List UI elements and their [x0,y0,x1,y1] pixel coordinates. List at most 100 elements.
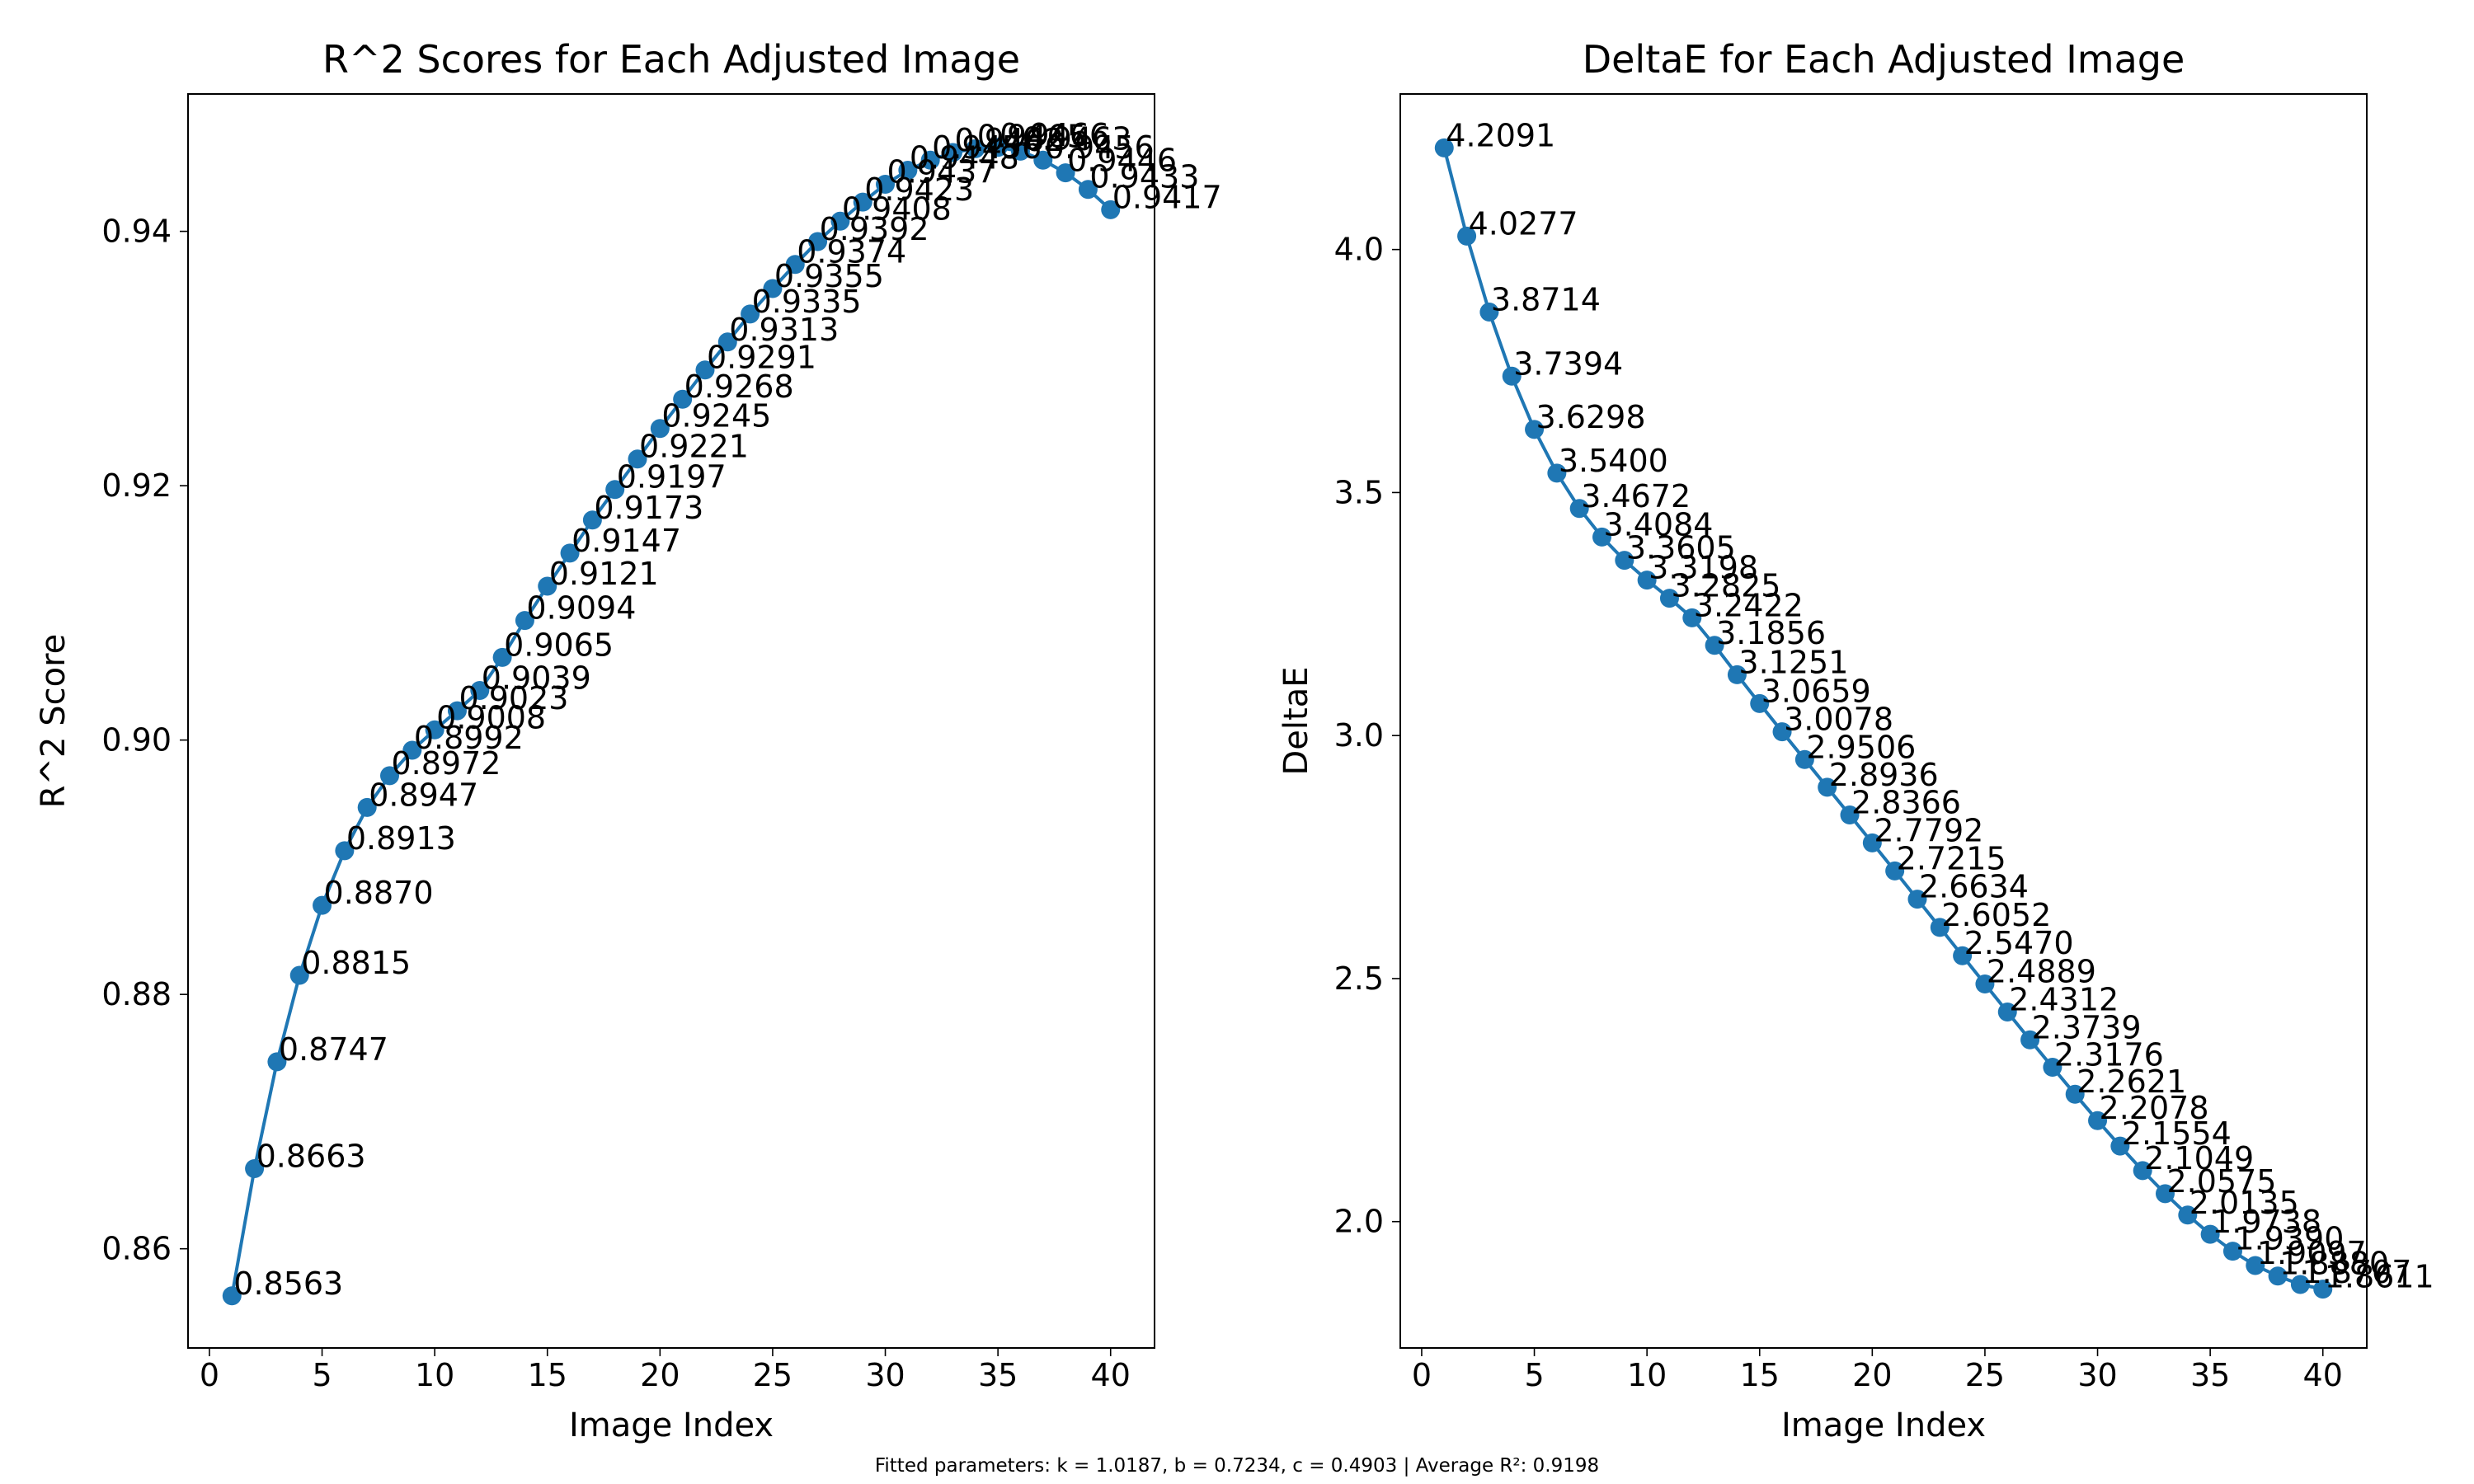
data-label: 0.9147 [571,523,681,559]
data-label: 0.8972 [392,745,501,782]
data-point [267,1052,287,1072]
data-point [2155,1184,2175,1204]
data-point [898,161,918,181]
data-label: 2.3176 [2054,1036,2164,1073]
data-label: 0.9392 [820,211,929,247]
data-label: 3.2825 [1671,568,1780,604]
chart-title: R^2 Scores for Each Adjusted Image [322,37,1020,82]
x-tick-label: 35 [978,1357,1018,1393]
data-point [492,647,512,667]
data-label: 0.9245 [661,398,771,434]
data-label: 2.4312 [2009,982,2119,1018]
data-point [538,576,557,596]
data-point [335,841,355,861]
data-label: 0.9023 [459,680,568,716]
data-point [245,1158,265,1178]
data-point [2222,1242,2242,1261]
x-tick-label: 30 [865,1357,905,1393]
data-point [1862,833,1882,852]
data-point [447,701,467,721]
data-point [717,332,737,352]
data-label: 3.3198 [1649,550,1758,586]
data-label: 2.0135 [2189,1185,2299,1221]
data-label: 0.9417 [1112,179,1222,215]
x-tick-label: 25 [753,1357,793,1393]
data-label: 0.9433 [1089,159,1199,195]
x-tick-label: 20 [640,1357,680,1393]
data-point [313,895,332,915]
data-point [785,255,805,275]
data-point [289,965,309,985]
data-label: 0.8563 [233,1266,343,1302]
data-label: 3.1251 [1738,644,1848,680]
data-point [966,139,985,158]
y-tick-label: 0.94 [101,214,172,250]
data-point [1637,571,1657,590]
data-label: 1.8611 [2325,1259,2434,1295]
x-tick-label: 15 [1740,1357,1780,1393]
y-tick-label: 2.0 [1334,1204,1384,1240]
data-label: 0.8870 [324,875,434,911]
data-point [2290,1275,2310,1294]
y-tick-label: 0.88 [101,976,172,1012]
data-point [1434,138,1454,157]
data-point [1930,918,1950,937]
data-point [830,211,850,231]
data-point [1975,974,1995,993]
data-point [1101,200,1121,219]
data-label: 0.9465 [977,118,1087,154]
data-label: 3.2422 [1694,587,1804,623]
data-label: 0.9437 [887,154,997,190]
data-point [1682,608,1702,627]
data-point [605,480,625,500]
data-point [2200,1224,2220,1244]
data-point [2020,1030,2040,1050]
data-label: 0.8913 [346,820,456,857]
data-label: 0.9423 [864,171,974,208]
data-point [1056,163,1075,183]
data-label: 0.8947 [369,777,478,813]
data-label: 0.9335 [752,284,862,320]
data-point [1772,722,1792,742]
r2-chart: R^2 Scores for Each Adjusted Image 0 5 10 15… [35,37,1222,1444]
data-point [1794,749,1814,769]
x-tick-label: 0 [1412,1357,1432,1393]
y-tick-label: 0.86 [101,1231,172,1267]
data-label: 0.9268 [684,369,794,405]
data-label: 2.5470 [1964,925,2074,961]
x-tick-label: 40 [2303,1357,2343,1393]
data-point [425,720,444,740]
x-tick-label: 20 [1852,1357,1892,1393]
data-label: 3.3605 [1626,530,1736,566]
data-point [2088,1111,2108,1130]
x-tick-label: 15 [528,1357,567,1393]
footer-fitted-parameters: Fitted parameters: k = 1.0187, b = 0.723… [875,1455,1599,1477]
data-label: 2.8366 [1851,785,1961,821]
data-label: 0.9456 [932,129,1042,166]
data-point [1078,180,1098,200]
data-label: 2.2621 [2077,1064,2186,1100]
data-point [1615,551,1634,571]
data-point [1907,890,1927,909]
data-point [1592,527,1612,547]
deltae-chart: DeltaE for Each Adjusted Image 0 5 10 15 20 25… [1277,37,2434,1444]
series-line [1442,147,2324,1291]
data-point [2110,1136,2130,1156]
x-tick-label: 40 [1091,1357,1131,1393]
data-label: 3.4084 [1604,506,1714,542]
data-point [1705,636,1724,655]
data-label: 0.9221 [639,429,749,465]
data-point [876,175,896,195]
y-tick-label: 3.5 [1334,474,1384,510]
data-label: 0.9374 [797,234,906,270]
data-label: 0.9065 [504,627,614,663]
data-point [1525,420,1545,439]
y-tick-label: 0.92 [101,467,172,504]
data-point [1010,141,1030,161]
x-tick-label: 0 [200,1357,219,1393]
data-label: 0.9197 [617,459,727,495]
x-tick-label: 30 [2077,1357,2117,1393]
data-point [741,304,760,324]
x-tick-label: 5 [312,1357,332,1393]
